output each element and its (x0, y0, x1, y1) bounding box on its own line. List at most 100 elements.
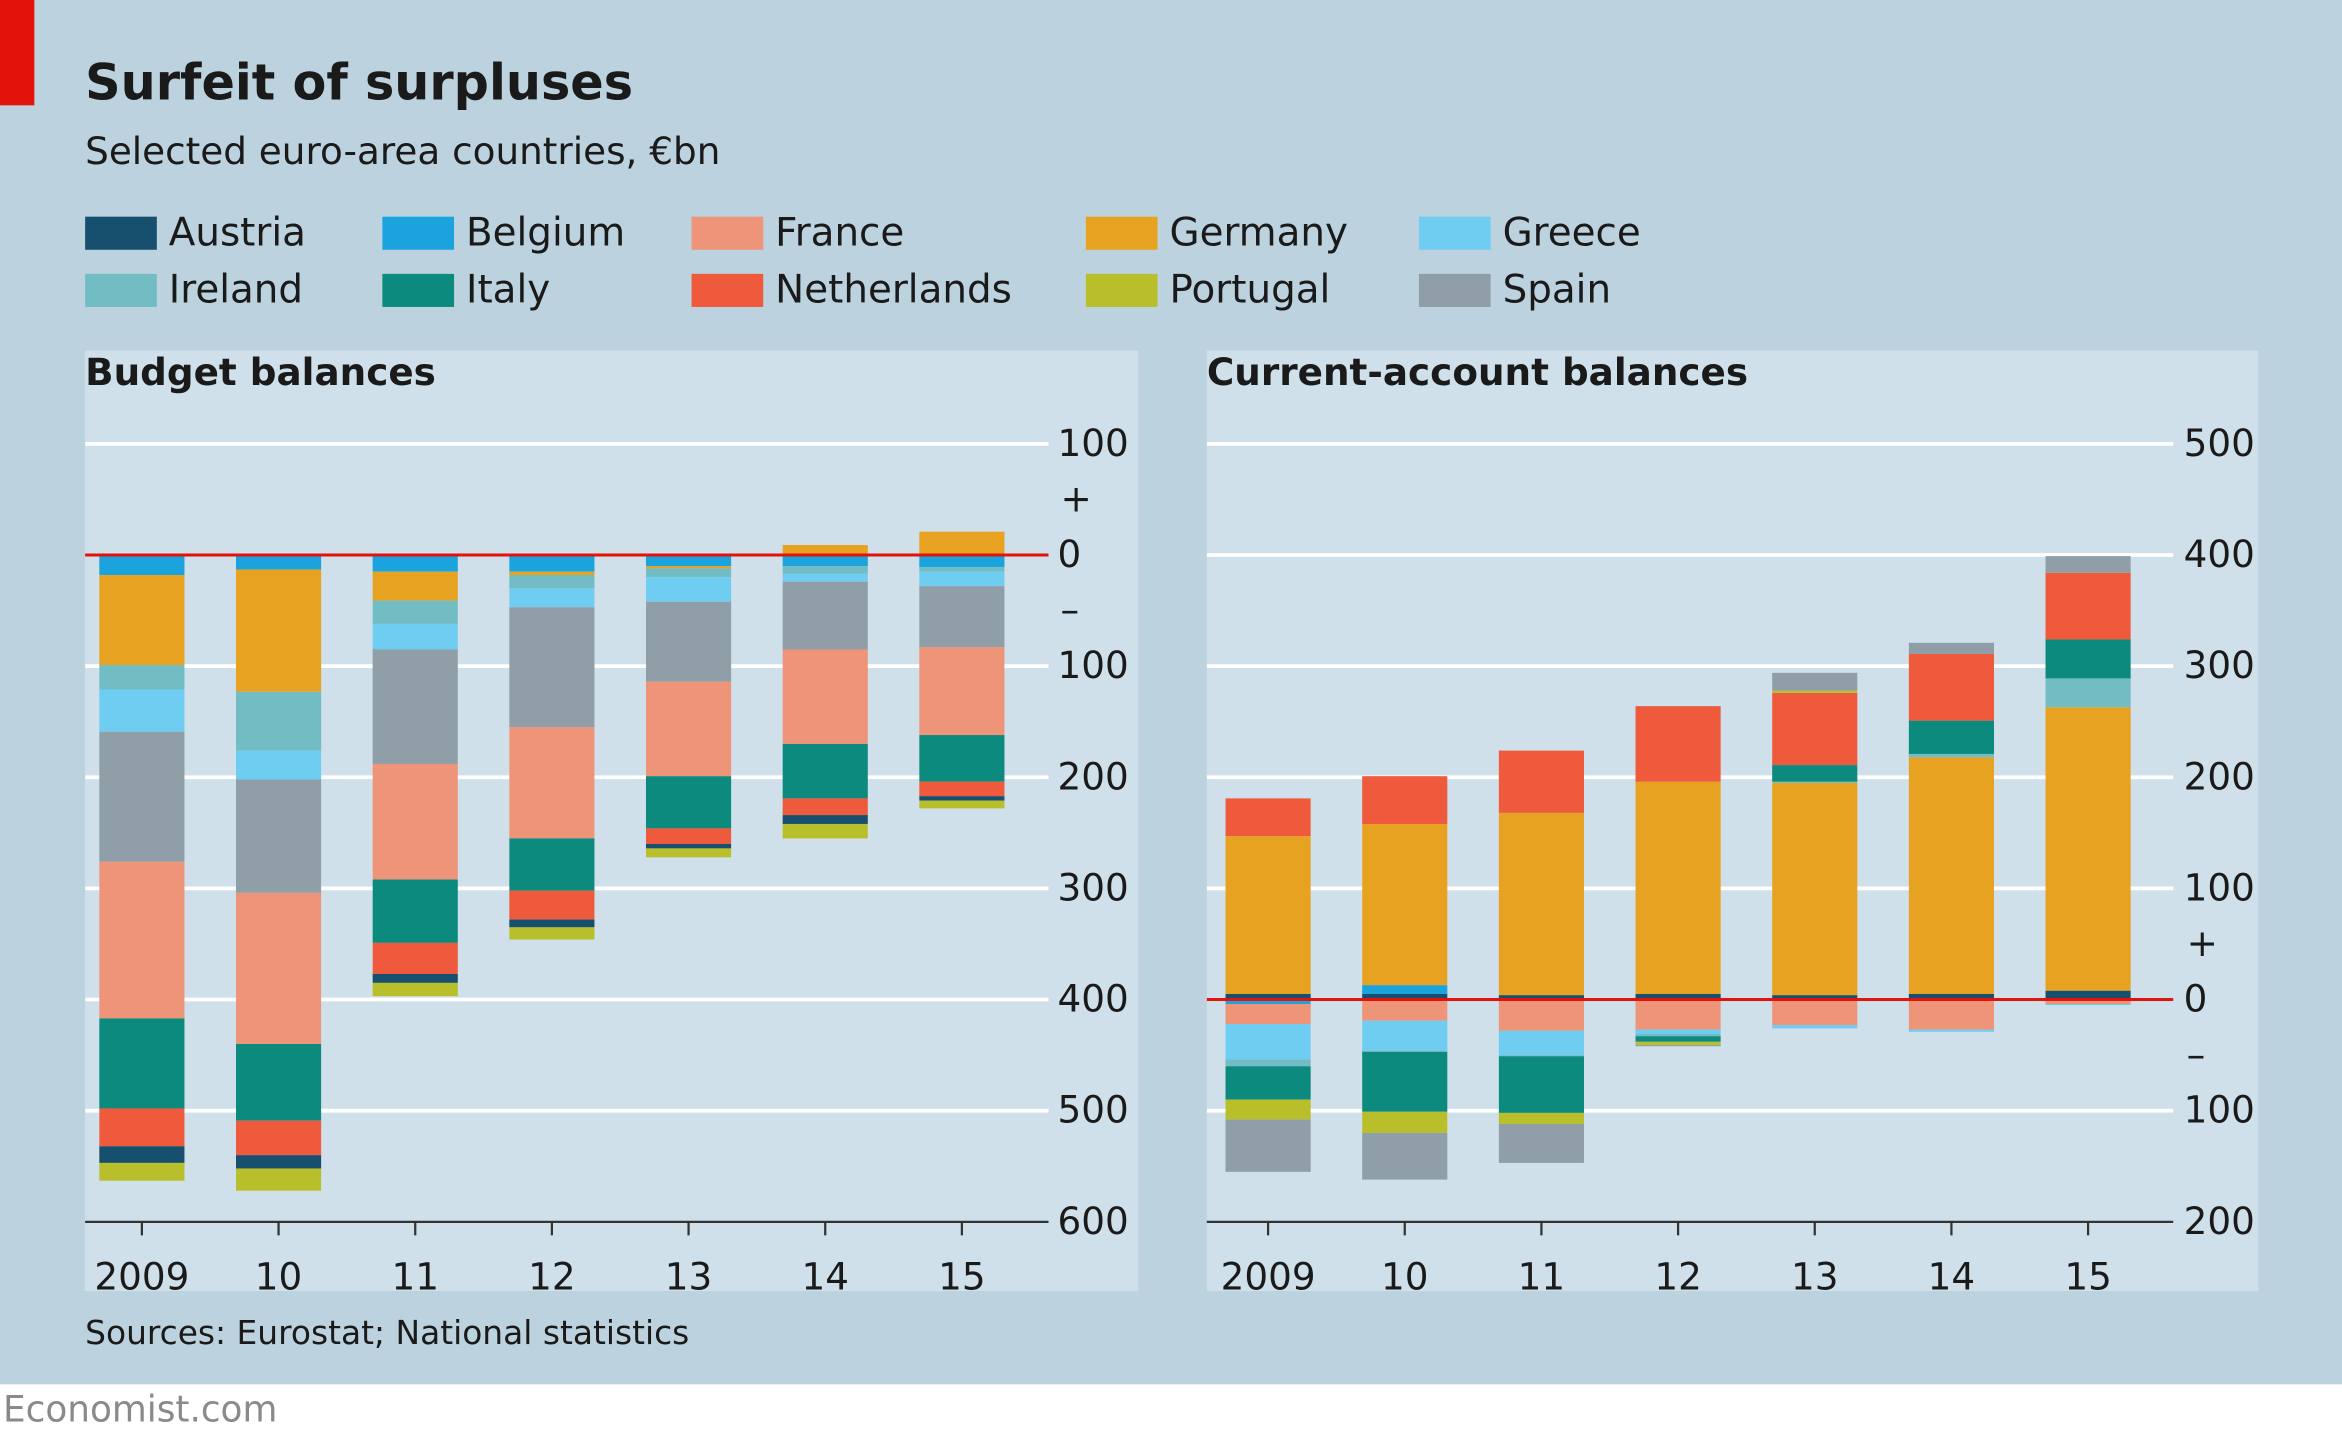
bar-segment (1498, 1112, 1584, 1125)
bar-segment (372, 555, 458, 572)
bar-segment (1362, 985, 1448, 994)
bar-segment (2045, 1000, 2131, 1004)
y-tick-label: 100 (2184, 865, 2255, 909)
x-tick-label: 10 (255, 1254, 303, 1298)
bar-segment (1498, 812, 1584, 996)
bar-segment (1635, 993, 1721, 1000)
bar-segment (372, 649, 458, 764)
bar-segment (645, 848, 732, 858)
bar-segment (919, 571, 1005, 587)
bar-segment (782, 555, 868, 567)
bar-segment (509, 838, 595, 891)
legend-label: Spain (1503, 267, 1611, 312)
bar-segment (1225, 999, 1311, 1004)
legend-swatch (1085, 216, 1158, 250)
positive-sign: + (1060, 476, 1091, 520)
bar-segment (509, 575, 595, 589)
bar-segment (919, 781, 1005, 797)
bar-segment (1498, 1124, 1584, 1163)
x-tick-label: 12 (1654, 1254, 1702, 1298)
y-tick-label: 600 (1057, 1199, 1128, 1243)
legend-label: Portugal (1170, 267, 1331, 312)
bar-segment (1635, 1041, 1721, 1046)
bar-segment (1362, 1051, 1448, 1112)
x-tick-label: 11 (391, 1254, 439, 1298)
bar-segment (509, 607, 595, 728)
bar-segment (372, 942, 458, 974)
bar-segment (919, 800, 1005, 809)
bar-segment (1908, 653, 1994, 721)
bar-segment (1362, 823, 1448, 986)
legend-label: Netherlands (775, 267, 1012, 312)
bar-segment (1225, 836, 1311, 994)
x-tick-label: 14 (801, 1254, 849, 1298)
bar-segment (1908, 993, 1994, 1000)
bar-segment (1362, 999, 1448, 1021)
bar-segment (372, 982, 458, 997)
y-tick-label: 200 (2184, 754, 2255, 798)
bar-segment (1225, 1003, 1311, 1025)
bar-segment (235, 1120, 322, 1156)
legend-label: Austria (169, 210, 306, 255)
legend-swatch (691, 273, 764, 307)
bar-segment (99, 731, 185, 862)
bar-segment (1635, 1045, 1721, 1047)
legend-swatch (1085, 273, 1158, 307)
bar-segment (1908, 1029, 1994, 1032)
x-tick-label: 2009 (94, 1254, 189, 1298)
y-tick-label: 500 (2184, 421, 2255, 465)
bar-segment (919, 647, 1005, 736)
bar-segment (2045, 639, 2131, 679)
bar-segment (509, 727, 595, 839)
bar-segment (919, 735, 1005, 782)
bar-segment (1225, 993, 1311, 1000)
y-tick-label: 100 (1057, 421, 1128, 465)
bar-segment (509, 919, 595, 928)
panel-title: Budget balances (85, 350, 436, 394)
bar-segment (235, 750, 322, 780)
bar-segment (782, 581, 868, 650)
bar-segment (919, 555, 1005, 568)
chart-title: Surfeit of surpluses (85, 53, 633, 111)
y-tick-label: 400 (1057, 976, 1128, 1020)
x-tick-label: 14 (1928, 1254, 1976, 1298)
y-tick-label: 100 (2184, 1088, 2255, 1132)
negative-sign: – (1060, 588, 1079, 632)
legend-label: Italy (466, 267, 550, 312)
panel-title: Current-account balances (1207, 350, 1748, 394)
bar-segment (235, 1155, 322, 1169)
bar-segment (1498, 1055, 1584, 1057)
bar-segment (99, 555, 185, 576)
bar-segment (235, 1044, 322, 1121)
bar-segment (2045, 1003, 2131, 1006)
source: Sources: Eurostat; National statistics (85, 1313, 689, 1352)
legend-label: France (775, 210, 904, 255)
bar-segment (372, 571, 458, 601)
bar-segment (99, 689, 185, 732)
bar-segment (1635, 706, 1721, 782)
bar-segment (782, 649, 868, 744)
bar-segment (645, 568, 732, 578)
bar-segment (1772, 995, 1858, 1000)
bar-segment (1635, 1029, 1721, 1035)
bar-segment (1772, 672, 1858, 691)
x-tick-label: 13 (665, 1254, 713, 1298)
bar-segment (782, 573, 868, 582)
bar-segment (1908, 1000, 1994, 1030)
bar-segment (99, 1146, 185, 1163)
bar-segment (235, 779, 322, 893)
bar-segment (919, 567, 1005, 572)
legend-swatch (1418, 216, 1491, 250)
bar-segment (919, 531, 1005, 556)
x-tick-label: 10 (1381, 1254, 1429, 1298)
y-tick-label: 300 (2184, 643, 2255, 687)
bar-segment (1772, 690, 1858, 693)
brand: Economist.com (3, 1389, 277, 1430)
legend-label: Ireland (169, 267, 303, 312)
bar-segment (509, 927, 595, 940)
subtitle: Selected euro-area countries, €bn (85, 129, 720, 173)
y-tick-label: 100 (1057, 643, 1128, 687)
bar-segment (1225, 1119, 1311, 1172)
bar-segment (372, 600, 458, 624)
bar-segment (99, 665, 185, 690)
